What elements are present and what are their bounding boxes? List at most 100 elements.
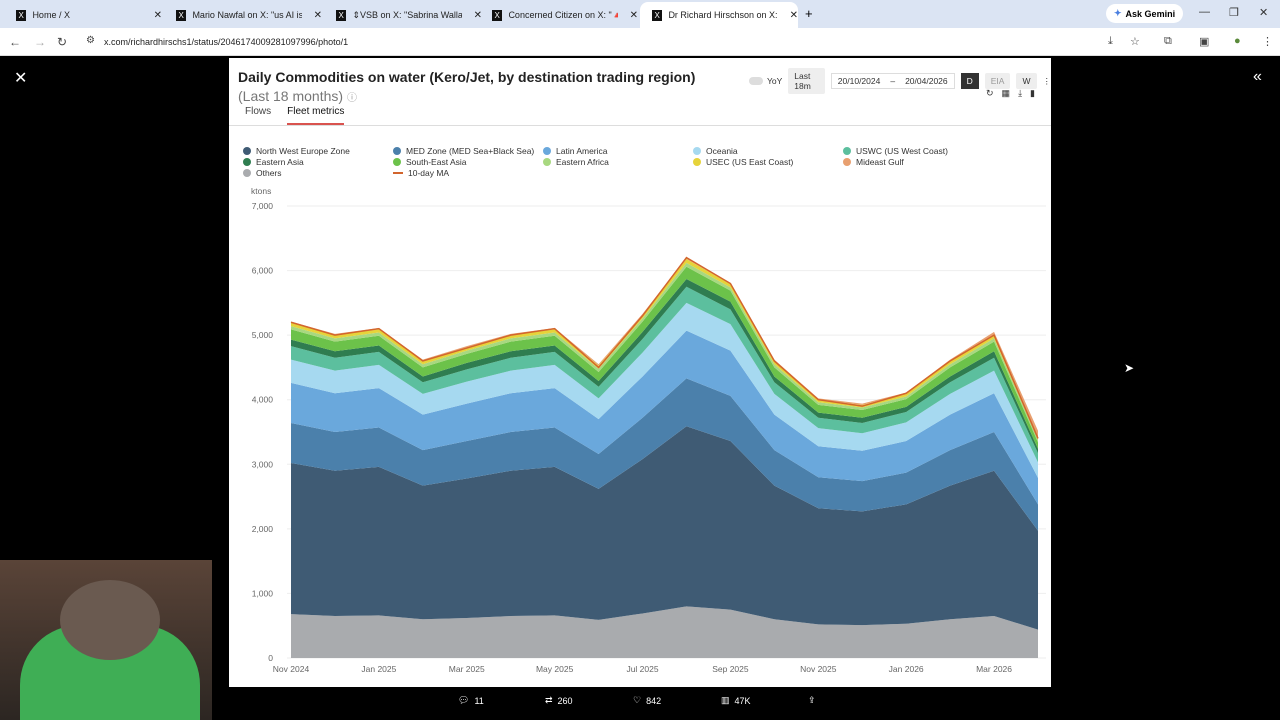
bookmark-star-icon[interactable]: ☆ [1130,36,1140,48]
legend-label: Eastern Africa [556,157,609,167]
legend-label: Latin America [556,146,608,156]
y-tick-label: 0 [268,653,273,663]
forward-button[interactable]: → [34,35,46,49]
browser-tab[interactable]: X Dr Richard Hirschson on X: "⚠️ ✕ [640,2,798,28]
menu-icon[interactable]: ⋮ [1262,36,1273,48]
close-tab-icon[interactable]: ✕ [153,9,162,21]
x-tick-label: Jan 2026 [889,664,924,674]
heart-icon: ♡ [633,695,642,705]
more-icon[interactable]: ⋮ [1042,75,1052,86]
legend-swatch [843,147,851,155]
y-tick-label: 1,000 [252,588,274,598]
legend-item[interactable]: USWC (US West Coast) [843,146,993,156]
area-oceania [291,302,1038,478]
legend-item[interactable]: Mideast Gulf [843,157,993,167]
close-tab-icon[interactable]: ✕ [473,9,482,21]
close-icon[interactable]: ✕ [14,70,28,87]
install-icon[interactable]: ⤓ [1108,35,1113,47]
refresh-icon[interactable]: ↻ [986,88,994,98]
legend-swatch [393,158,401,166]
close-tab-icon[interactable]: ✕ [313,9,322,21]
area-latin-america [291,330,1038,505]
ma-line [290,256,1039,439]
legend-label: 10-day MA [408,168,450,178]
tab-title: Dr Richard Hirschson on X: "⚠️ [668,9,778,20]
x-logo-icon: X [652,9,663,21]
legend-swatch [393,147,401,155]
legend-item[interactable]: North West Europe Zone [243,146,393,156]
x-tick-label: Mar 2025 [449,664,485,674]
download-icon[interactable]: ⤓ [1018,88,1023,98]
freq-w[interactable]: W [1016,73,1037,89]
tab-title: Mario Nawfal on X: "us AI is no [192,10,302,20]
reload-button[interactable]: ↻ [57,35,68,49]
profile-avatar[interactable]: ● [1234,35,1241,47]
chart-title: Daily Commodities on water (Kero/Jet, by… [238,69,696,104]
range-last-18m[interactable]: Last 18m [788,68,825,94]
legend-item[interactable]: Oceania [693,146,843,156]
share-button[interactable]: ⇪ [808,695,816,706]
views-button[interactable]: ▥ 47K [721,695,751,706]
comment-icon: 💬︎ [458,695,470,705]
webcam-overlay [0,560,212,720]
legend-swatch [693,158,701,166]
legend-item[interactable]: 10-day MA [393,168,543,178]
legend-swatch [243,158,251,166]
tab-title: Concerned Citizen on X: "🔺 no [508,9,618,20]
legend-label: North West Europe Zone [256,146,350,156]
y-tick-label: 7,000 [252,201,274,211]
tab-strip: X Home / X ✕ X Mario Nawfal on X: "us AI is … [0,0,1280,28]
back-button[interactable]: ← [9,35,21,49]
reply-button[interactable]: 💬︎ 11 [458,695,484,706]
y-tick-label: 4,000 [252,395,274,405]
grid-icon[interactable]: ▦ [1001,88,1011,98]
legend-item[interactable]: Eastern Asia [243,157,393,167]
extensions-icon[interactable]: ⧉ [1164,35,1172,47]
area-uswc-us-west-coast- [291,286,1038,463]
y-tick-label: 5,000 [252,330,274,340]
site-info-icon[interactable]: ⚙ [86,35,95,46]
legend-label: Others [256,168,282,178]
url-input[interactable]: x.com/richardhirschs1/status/20461740092… [104,37,349,47]
legend-label: Mideast Gulf [856,157,904,167]
legend-label: MED Zone (MED Sea+Black Sea) [406,146,535,156]
collapse-chevrons-icon[interactable]: « [1253,68,1262,85]
repost-button[interactable]: ⇄ 260 [545,695,573,706]
legend-label: Eastern Asia [256,157,304,167]
minimize-button[interactable]: — [1199,6,1210,18]
legend-item[interactable]: South-East Asia [393,157,543,167]
close-tab-icon[interactable]: ✕ [629,9,638,21]
freq-d[interactable]: D [960,73,979,89]
legend-item[interactable]: USEC (US East Coast) [693,157,843,167]
legend-item[interactable]: Others [243,168,393,178]
close-window-button[interactable]: ✕ [1259,7,1269,19]
x-tick-label: Jul 2025 [626,664,658,674]
tab-flows[interactable]: Flows [245,106,272,117]
legend-item[interactable]: Latin America [543,146,693,156]
views-icon: ▥ [721,695,730,705]
area-med-zone-med-sea-black-sea- [291,378,1038,531]
like-button[interactable]: ♡ 842 [633,695,662,706]
new-tab-button[interactable]: + [805,6,813,21]
x-tick-label: Nov 2024 [273,664,310,674]
sidepanel-icon[interactable]: ▣ [1199,36,1210,48]
yoy-toggle[interactable]: YoY [749,76,782,86]
maximize-button[interactable]: ❐ [1229,7,1239,19]
legend-item[interactable]: Eastern Africa [543,157,693,167]
date-range-input[interactable]: 20/10/2024–20/04/2026 [830,73,955,89]
tab-title: ⇕VSB on X: "Sabrina Wallace fo [352,9,462,20]
legend-item[interactable]: MED Zone (MED Sea+Black Sea) [393,146,543,156]
browser-tab[interactable]: X ⇕VSB on X: "Sabrina Wallace fo ✕ [324,2,482,28]
close-tab-icon[interactable]: ✕ [789,9,798,21]
browser-tab[interactable]: X Mario Nawfal on X: "us AI is no ✕ [164,2,322,28]
browser-tab[interactable]: X Home / X ✕ [4,2,162,28]
browser-tab[interactable]: X Concerned Citizen on X: "🔺 no ✕ [480,2,638,28]
freq-eia[interactable]: EIA [984,73,1011,89]
address-bar-row: ← → ↻ ⚙ x.com/richardhirschs1/status/204… [0,28,1280,56]
x-logo-icon: X [16,9,27,21]
tab-fleet-metrics[interactable]: Fleet metrics [287,106,345,125]
ask-gemini-button[interactable]: ✦ Ask Gemini [1106,4,1184,23]
legend-label: USEC (US East Coast) [706,157,794,167]
x-tick-label: Mar 2026 [976,664,1012,674]
bookmark-icon[interactable]: ▮ [1030,88,1035,98]
